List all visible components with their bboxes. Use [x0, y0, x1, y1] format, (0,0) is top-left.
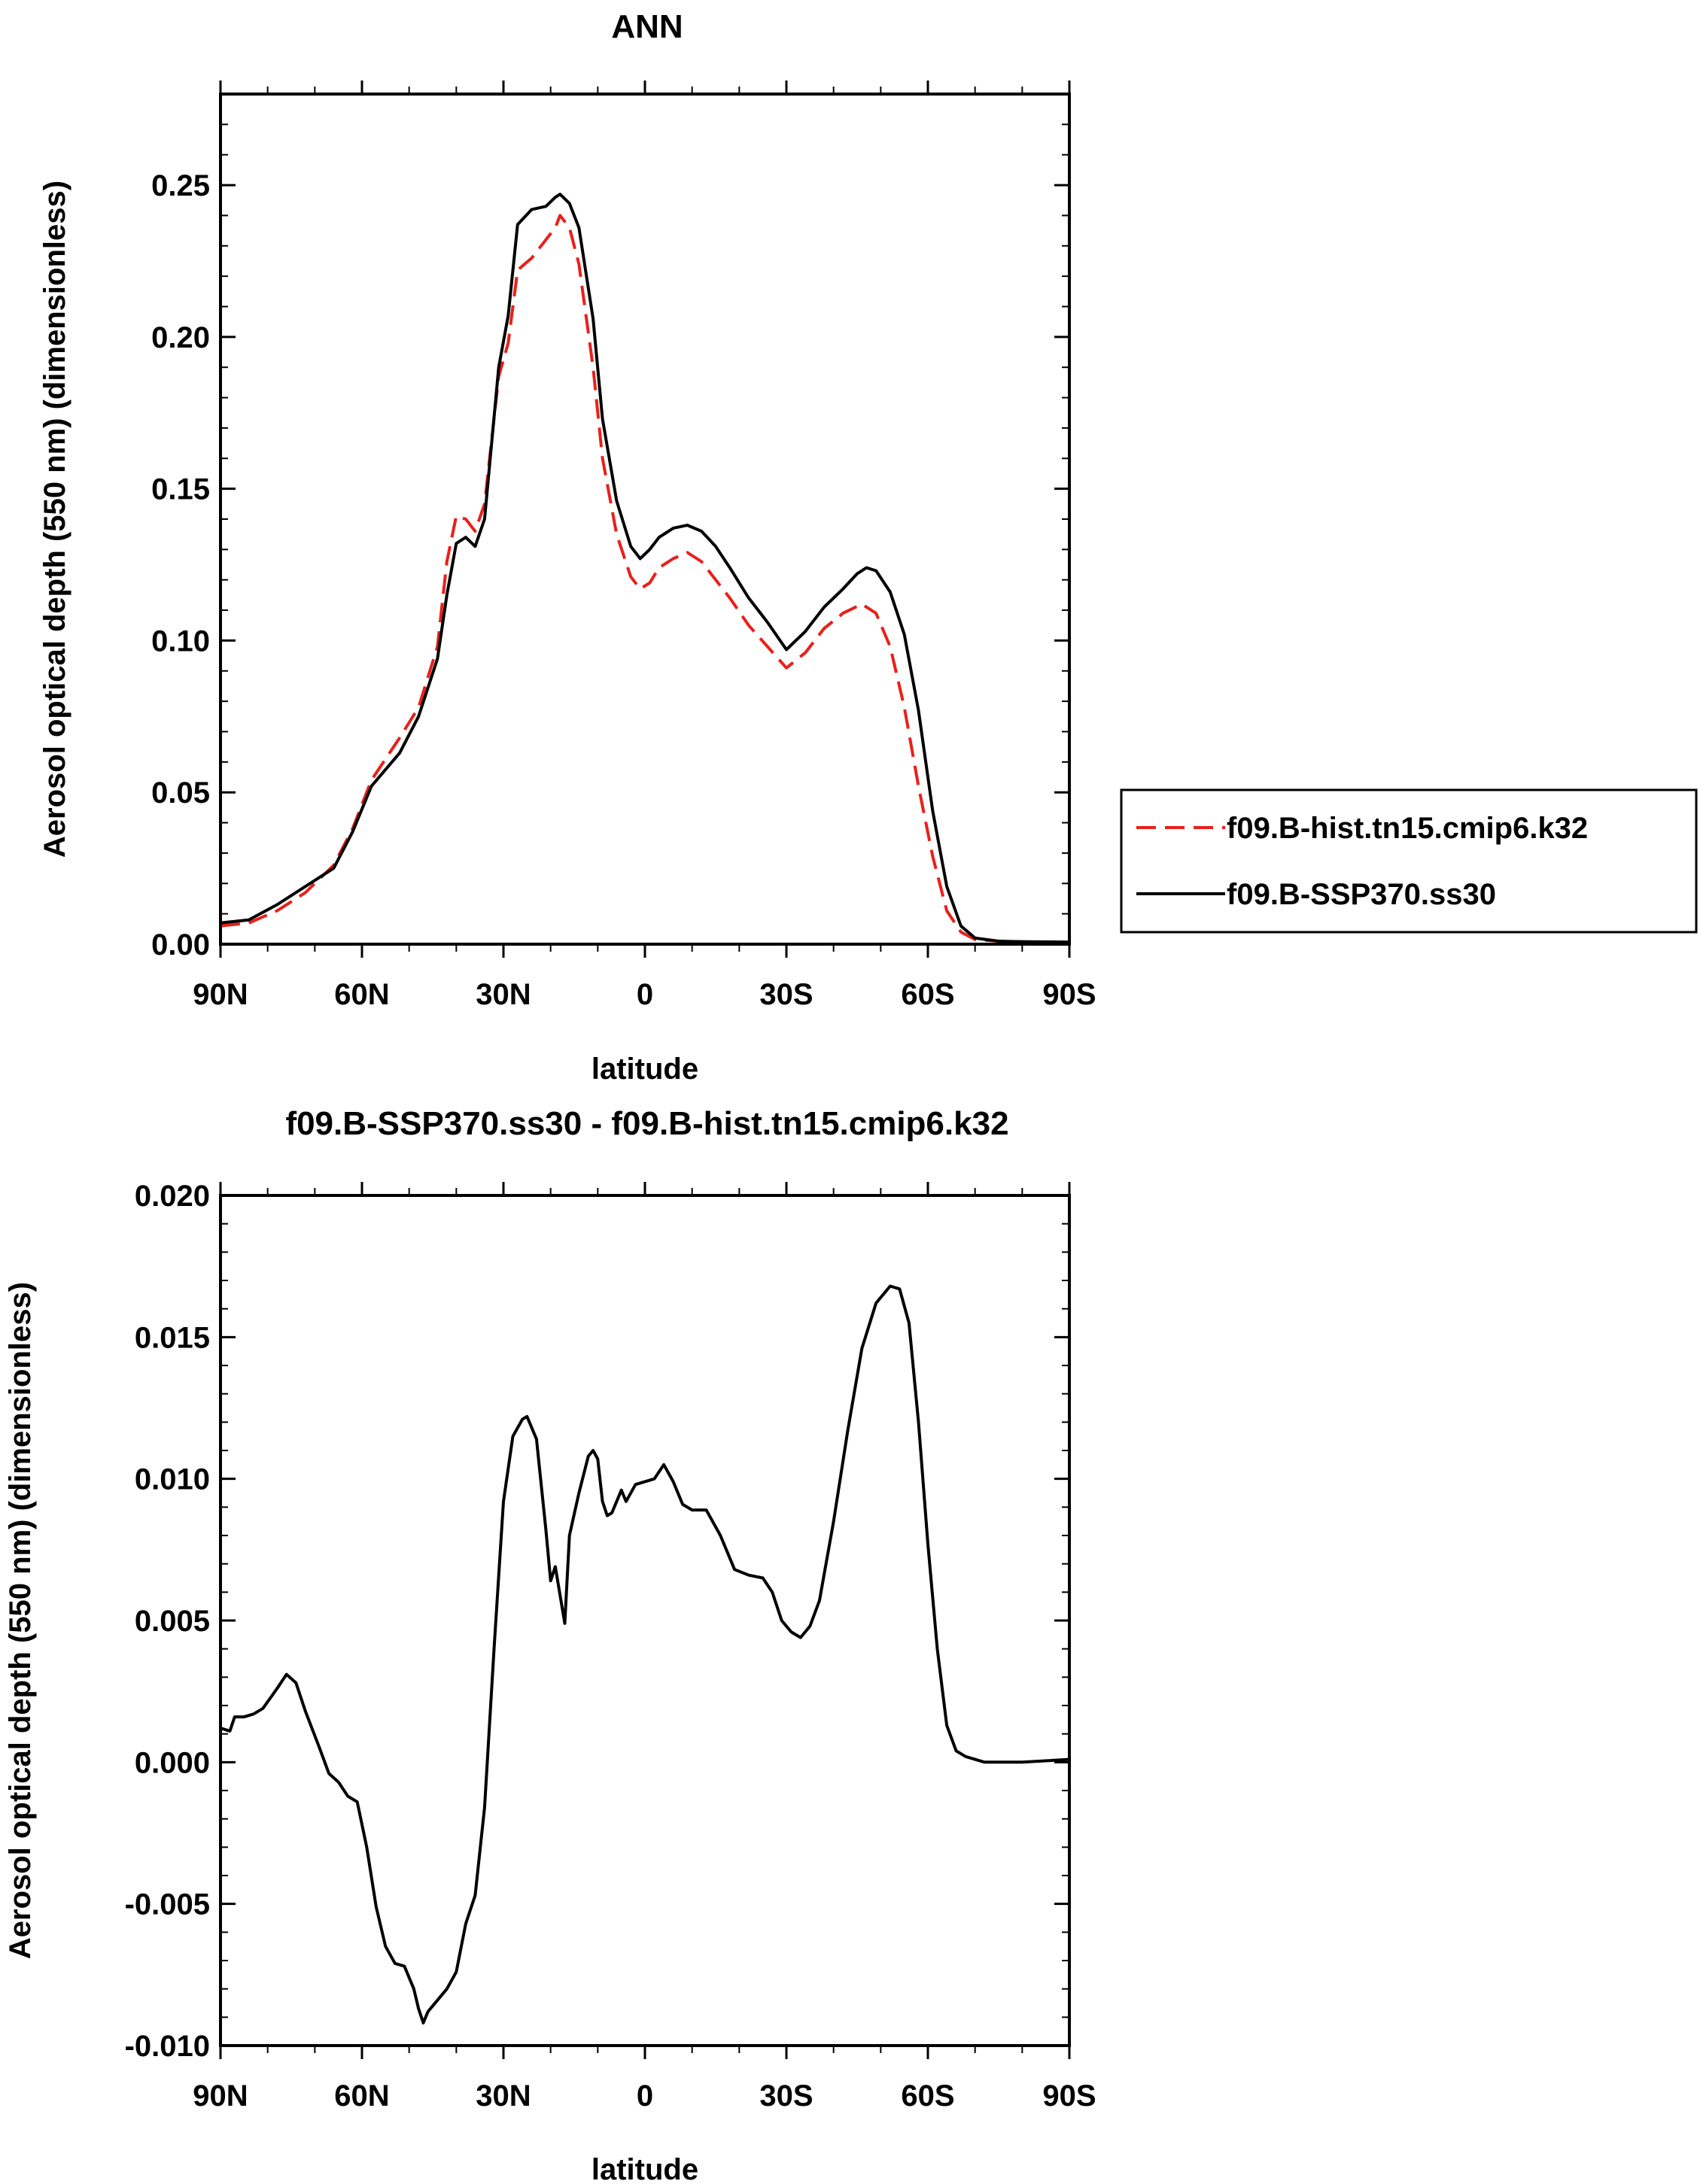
x-tick-label: 0	[637, 978, 653, 1011]
series-line-difference	[220, 1284, 1070, 2025]
chart-title: ANN	[611, 8, 683, 45]
x-tick-label: 90S	[1042, 978, 1096, 1011]
legend-box	[1120, 788, 1698, 934]
x-tick-label: 60N	[334, 2079, 389, 2113]
y-axis-label: Aerosol optical depth (550 nm) (dimensio…	[4, 1282, 37, 1959]
series-lines	[220, 193, 1070, 944]
tick-marks	[219, 1182, 1071, 2059]
x-tick-label: 60N	[334, 978, 389, 1011]
y-tick-label: 0.05	[151, 776, 210, 810]
y-tick-labels: -0.010 -0.005 0.000 0.005 0.010 0.015 0.020	[125, 1180, 210, 2063]
plot-frame	[219, 1194, 1071, 2047]
y-tick-label: 0.015	[135, 1321, 210, 1354]
x-tick-label: 90S	[1042, 2079, 1096, 2113]
x-tick-label: 90N	[193, 978, 248, 1011]
chart-title: f09.B-SSP370.ss30 - f09.B-hist.tn15.cmip…	[285, 1105, 1008, 1142]
y-tick-label: 0.15	[151, 473, 210, 506]
x-tick-label: 30N	[476, 978, 531, 1011]
series-lines	[220, 1284, 1070, 2025]
y-axis-label: Aerosol optical depth (550 nm) (dimensio…	[38, 181, 71, 858]
x-tick-labels: 90N 60N 30N 0 30S 60S 90S	[193, 2079, 1096, 2113]
x-axis-label: latitude	[592, 2153, 698, 2184]
x-tick-label: 90N	[193, 2079, 248, 2113]
y-tick-labels: 0.00 0.05 0.10 0.15 0.20 0.25	[151, 169, 210, 961]
aod-latitude-panel: ANN 0.00 0.05 0.10 0.15 0.20 0.25 90N 60N 30N 0 3…	[38, 8, 1698, 1086]
y-tick-label: 0.20	[151, 321, 210, 354]
y-tick-label: 0.020	[135, 1180, 210, 1213]
x-tick-label: 30N	[476, 2079, 531, 2113]
series-line-f09-b-hist-tn15-cmip6-k32	[220, 214, 1070, 944]
y-tick-label: 0.000	[135, 1746, 210, 1779]
legend-label-ssp370: f09.B-SSP370.ss30	[1227, 878, 1496, 911]
y-tick-label: 0.010	[135, 1463, 210, 1496]
x-tick-label: 0	[637, 2079, 653, 2113]
x-tick-label: 60S	[901, 2079, 954, 2113]
x-tick-label: 30S	[759, 2079, 813, 2113]
aod-difference-panel: f09.B-SSP370.ss30 - f09.B-hist.tn15.cmip…	[4, 1105, 1096, 2184]
series-line-f09-b-ssp370-ss30	[220, 193, 1070, 944]
x-tick-labels: 90N 60N 30N 0 30S 60S 90S	[193, 978, 1096, 1011]
legend-label-hist: f09.B-hist.tn15.cmip6.k32	[1227, 812, 1588, 845]
y-tick-label: 0.10	[151, 624, 210, 658]
y-tick-label: 0.00	[151, 928, 210, 961]
x-tick-label: 60S	[901, 978, 954, 1011]
y-tick-label: -0.005	[125, 1888, 210, 1921]
plot-frame	[219, 93, 1071, 946]
legend: f09.B-hist.tn15.cmip6.k32 f09.B-SSP370.s…	[1120, 788, 1698, 934]
y-tick-label: 0.005	[135, 1605, 210, 1638]
x-tick-label: 30S	[759, 978, 813, 1011]
y-tick-label: -0.010	[125, 2030, 210, 2063]
tick-marks	[219, 80, 1071, 958]
y-tick-label: 0.25	[151, 169, 210, 202]
x-axis-label: latitude	[592, 1053, 698, 1086]
